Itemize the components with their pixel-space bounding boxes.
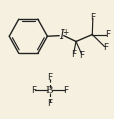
- Text: F: F: [104, 30, 109, 39]
- Text: B: B: [45, 86, 53, 95]
- Text: I: I: [59, 29, 63, 42]
- Text: +: +: [62, 28, 68, 37]
- Text: F: F: [71, 50, 76, 59]
- Text: F: F: [31, 86, 36, 95]
- Text: F: F: [102, 43, 107, 52]
- Text: F: F: [78, 51, 83, 60]
- Text: F: F: [47, 73, 52, 82]
- Text: F: F: [47, 99, 52, 108]
- Text: F: F: [89, 13, 95, 22]
- Text: F: F: [63, 86, 68, 95]
